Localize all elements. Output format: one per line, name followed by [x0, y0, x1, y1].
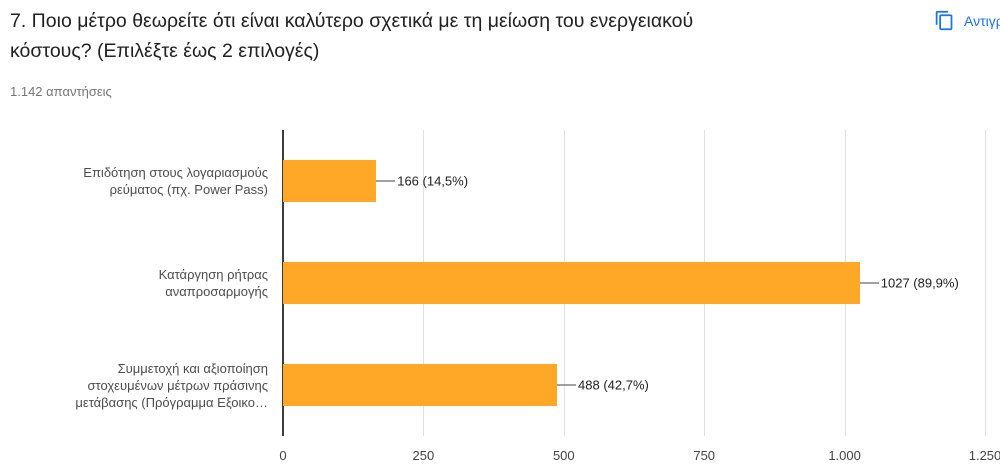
copy-icon — [934, 10, 955, 31]
bar-value-text: 166 (14,5%) — [397, 173, 469, 189]
category-label: Συμμετοχή και αξιοποίηση στοχευμένων μέτρ… — [75, 360, 268, 410]
x-tick-label: 1.000 — [828, 448, 861, 463]
gridline — [985, 130, 986, 436]
question-title: 7. Ποιο μέτρο θεωρείτε ότι είναι καλύτερ… — [10, 10, 694, 62]
x-tick-label: 750 — [693, 448, 716, 463]
bar — [283, 160, 377, 202]
bar-chart: Επιδότηση στους λογαριασμούς ρεύματος (πχ… — [0, 130, 1000, 473]
chart-rows: Επιδότηση στους λογαριασμούς ρεύματος (πχ… — [0, 130, 1000, 436]
category-label: Κατάργηση ρήτρας αναπροσαρμογής — [158, 267, 268, 299]
copy-button[interactable]: Αντιγρ — [934, 10, 1000, 31]
bar-value-label: 488 (42,7%) — [557, 378, 649, 393]
bar — [283, 364, 558, 406]
bar-value-text: 488 (42,7%) — [578, 377, 649, 393]
category-label: Επιδότηση στους λογαριασμούς ρεύματος (πχ… — [83, 165, 268, 197]
x-tick-label: 0 — [279, 448, 287, 463]
chart-row: Κατάργηση ρήτρας αναπροσαρμογής 1027 (89,9… — [0, 232, 1000, 334]
x-axis: 0 250 500 750 1.000 1.250 — [279, 448, 1000, 468]
x-tick-label: 1.250 — [968, 448, 1000, 463]
bar-value-text: 1027 (89,9%) — [880, 275, 959, 291]
bar-track: 488 (42,7%) — [283, 334, 985, 436]
copy-button-label: Αντιγρ — [964, 12, 1000, 29]
bar-track: 166 (14,5%) — [283, 130, 985, 232]
leader-line — [859, 282, 879, 284]
bar — [283, 262, 860, 304]
x-tick-label: 500 — [552, 448, 575, 463]
bar-track: 1027 (89,9%) — [283, 232, 985, 334]
x-tick-label: 250 — [412, 448, 435, 463]
responses-count: 1.142 απαντήσεις — [10, 84, 112, 99]
chart-row: Συμμετοχή και αξιοποίηση στοχευμένων μέτρ… — [0, 334, 1000, 436]
leader-line — [557, 384, 577, 386]
leader-line — [376, 180, 396, 182]
chart-row: Επιδότηση στους λογαριασμούς ρεύματος (πχ… — [0, 130, 1000, 232]
bar-value-label: 166 (14,5%) — [376, 174, 468, 189]
bar-value-label: 1027 (89,9%) — [859, 275, 959, 291]
